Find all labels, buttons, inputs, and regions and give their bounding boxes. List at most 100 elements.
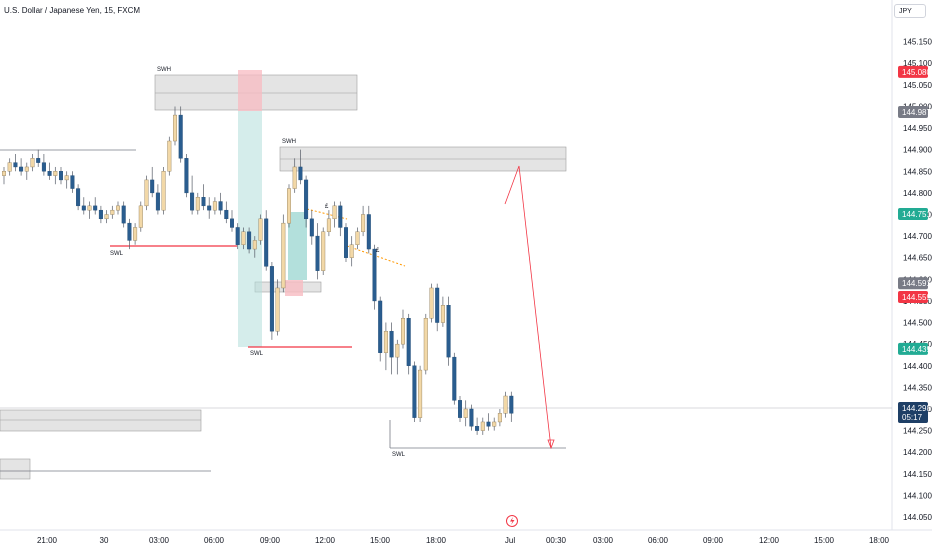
red-small-zone[interactable]: [285, 280, 303, 296]
bearish-candle[interactable]: [338, 205, 343, 228]
bearish-candle[interactable]: [446, 305, 451, 358]
bearish-candle[interactable]: [315, 235, 320, 271]
bullish-candle[interactable]: [241, 231, 246, 245]
bullish-candle[interactable]: [440, 305, 445, 323]
bearish-candle[interactable]: [406, 318, 411, 366]
bearish-candle[interactable]: [509, 395, 514, 414]
teal-highlight-zone[interactable]: [238, 111, 262, 347]
bearish-candle[interactable]: [178, 114, 183, 159]
bullish-candle[interactable]: [87, 205, 92, 211]
bullish-candle[interactable]: [110, 209, 115, 215]
bearish-candle[interactable]: [304, 179, 309, 220]
bullish-candle[interactable]: [161, 171, 166, 211]
bearish-candle[interactable]: [298, 166, 303, 181]
bearish-candle[interactable]: [70, 175, 75, 189]
bearish-candle[interactable]: [19, 166, 24, 172]
bullish-candle[interactable]: [53, 171, 58, 176]
bullish-candle[interactable]: [64, 175, 69, 181]
bullish-candle[interactable]: [275, 287, 280, 332]
bearish-candle[interactable]: [475, 426, 480, 431]
bearish-candle[interactable]: [207, 205, 212, 211]
bullish-candle[interactable]: [24, 166, 29, 172]
bullish-candle[interactable]: [401, 318, 406, 345]
bullish-candle[interactable]: [133, 227, 138, 241]
bullish-candle[interactable]: [167, 140, 172, 172]
bearish-candle[interactable]: [389, 330, 394, 358]
bearish-candle[interactable]: [36, 158, 41, 163]
bearish-candle[interactable]: [13, 162, 18, 168]
bullish-candle[interactable]: [492, 421, 497, 427]
bullish-candle[interactable]: [287, 188, 292, 224]
bearish-candle[interactable]: [76, 188, 81, 207]
bearish-candle[interactable]: [41, 162, 46, 172]
time-axis[interactable]: 21:00 30 03:00 06:00 09:00 12:00 15:00 18:00 Jul…: [37, 536, 890, 545]
bullish-candle[interactable]: [138, 205, 143, 228]
bullish-candle[interactable]: [281, 222, 286, 289]
bearish-candle[interactable]: [344, 227, 349, 258]
bearish-candle[interactable]: [264, 218, 269, 267]
bearish-candle[interactable]: [190, 192, 195, 211]
bearish-candle[interactable]: [378, 300, 383, 353]
bearish-candle[interactable]: [218, 201, 223, 211]
bullish-candle[interactable]: [258, 218, 263, 241]
bearish-candle[interactable]: [458, 400, 463, 418]
bullish-candle[interactable]: [332, 205, 337, 220]
bearish-candle[interactable]: [452, 356, 457, 401]
bearish-candle[interactable]: [309, 218, 314, 237]
bearish-candle[interactable]: [155, 192, 160, 211]
bullish-candle[interactable]: [349, 244, 354, 258]
bullish-candle[interactable]: [30, 158, 35, 168]
bullish-candle[interactable]: [497, 413, 502, 423]
bearish-candle[interactable]: [184, 158, 189, 194]
bullish-candle[interactable]: [355, 231, 360, 245]
bullish-candle[interactable]: [463, 408, 468, 418]
red-highlight-top[interactable]: [238, 70, 262, 111]
bearish-candle[interactable]: [93, 205, 98, 211]
bearish-candle[interactable]: [121, 205, 126, 224]
bearish-candle[interactable]: [412, 365, 417, 418]
bearish-candle[interactable]: [201, 197, 206, 207]
bullish-candle[interactable]: [195, 197, 200, 211]
bullish-candle[interactable]: [361, 214, 366, 232]
bearish-candle[interactable]: [127, 222, 132, 241]
bearish-candle[interactable]: [366, 214, 371, 250]
bearish-candle[interactable]: [98, 209, 103, 220]
bearish-candle[interactable]: [59, 171, 64, 181]
bearish-candle[interactable]: [469, 408, 474, 427]
bullish-candle[interactable]: [480, 421, 485, 431]
bullish-candle[interactable]: [172, 114, 177, 142]
bearish-candle[interactable]: [435, 287, 440, 323]
bearish-candle[interactable]: [229, 218, 234, 228]
demand-zone-lower[interactable]: [0, 458, 31, 480]
bullish-candle[interactable]: [115, 205, 120, 211]
bullish-candle[interactable]: [423, 318, 428, 371]
teal-small-zone[interactable]: [288, 212, 307, 280]
bearish-candle[interactable]: [150, 179, 155, 194]
bullish-candle[interactable]: [212, 201, 217, 211]
bullish-candle[interactable]: [7, 162, 12, 172]
bullish-candle[interactable]: [104, 214, 109, 220]
bullish-candle[interactable]: [144, 179, 149, 207]
bearish-candle[interactable]: [247, 231, 252, 250]
bearish-candle[interactable]: [235, 227, 240, 245]
bullish-candle[interactable]: [383, 330, 388, 353]
bullish-candle[interactable]: [395, 343, 400, 358]
bearish-candle[interactable]: [372, 248, 377, 302]
bearish-candle[interactable]: [81, 205, 86, 211]
currency-button[interactable]: JPY: [894, 4, 926, 18]
bullish-candle[interactable]: [429, 287, 434, 319]
bullish-candle[interactable]: [418, 369, 423, 418]
bearish-candle[interactable]: [486, 421, 491, 427]
lightning-icon[interactable]: [506, 515, 518, 527]
bullish-candle[interactable]: [503, 395, 508, 414]
bullish-candle[interactable]: [326, 218, 331, 232]
demand-zone-left[interactable]: [0, 409, 202, 432]
bullish-candle[interactable]: [252, 240, 257, 250]
bullish-candle[interactable]: [292, 166, 297, 189]
bearish-candle[interactable]: [269, 266, 274, 332]
bullish-candle[interactable]: [2, 171, 6, 176]
bearish-candle[interactable]: [224, 209, 229, 220]
bearish-candle[interactable]: [47, 171, 52, 176]
bullish-candle[interactable]: [321, 231, 326, 271]
